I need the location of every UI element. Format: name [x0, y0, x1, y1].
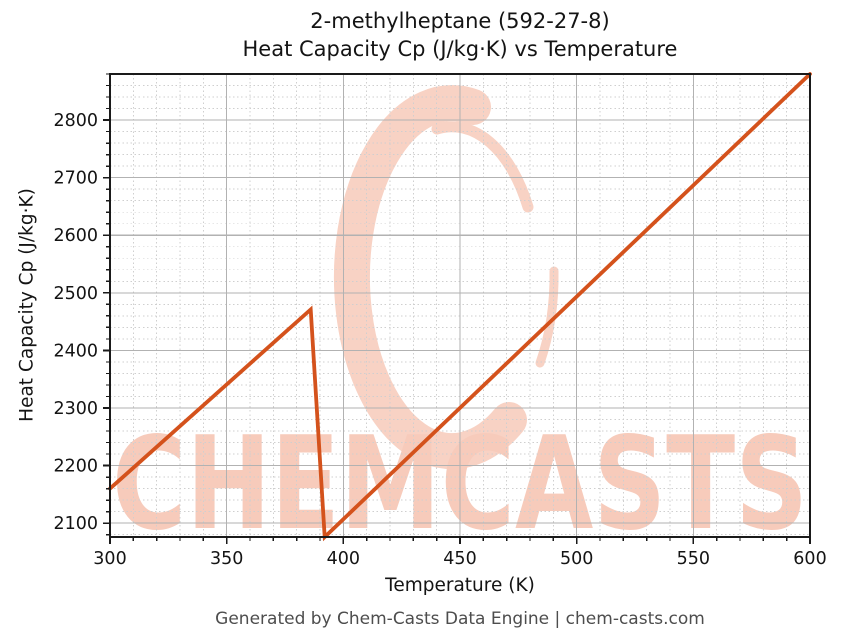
watermark-logo-inner-arc	[431, 121, 534, 213]
chart-title-line2: Heat Capacity Cp (J/kg·K) vs Temperature	[242, 37, 678, 61]
x-tick-label: 550	[677, 549, 710, 569]
x-tick-label: 350	[210, 549, 243, 569]
y-tick-label: 2600	[53, 226, 98, 246]
chart-title-line1: 2-methylheptane (592-27-8)	[310, 9, 610, 33]
y-tick-label: 2200	[53, 457, 98, 477]
watermark-logo-tail-arc	[535, 266, 559, 368]
x-tick-label: 450	[443, 549, 476, 569]
watermark-logo	[333, 85, 559, 470]
cp-curve	[108, 72, 812, 542]
x-tick-label: 400	[327, 549, 360, 569]
x-tick-label: 600	[793, 549, 826, 569]
tick-labels: 300 350 400 450 500 550 600 2100 2200 2300 2400 250…	[53, 111, 826, 569]
y-tick-label: 2500	[53, 284, 98, 304]
y-axis-label: Heat Capacity Cp (J/kg·K)	[16, 188, 38, 422]
x-tick-label: 300	[93, 549, 126, 569]
chart-title: 2-methylheptane (592-27-8) Heat Capacity…	[110, 7, 810, 63]
y-tick-label: 2100	[53, 514, 98, 534]
axis-ticks	[103, 73, 811, 544]
footer-text: Generated by Chem-Casts Data Engine | ch…	[215, 609, 705, 629]
watermark-logo-main-arc	[333, 85, 527, 470]
y-tick-label: 2400	[53, 341, 98, 361]
x-axis-label: Temperature (K)	[385, 575, 535, 596]
y-tick-label: 2300	[53, 399, 98, 419]
x-tick-label: 500	[560, 549, 593, 569]
y-tick-label: 2800	[53, 111, 98, 131]
y-tick-label: 2700	[53, 169, 98, 189]
